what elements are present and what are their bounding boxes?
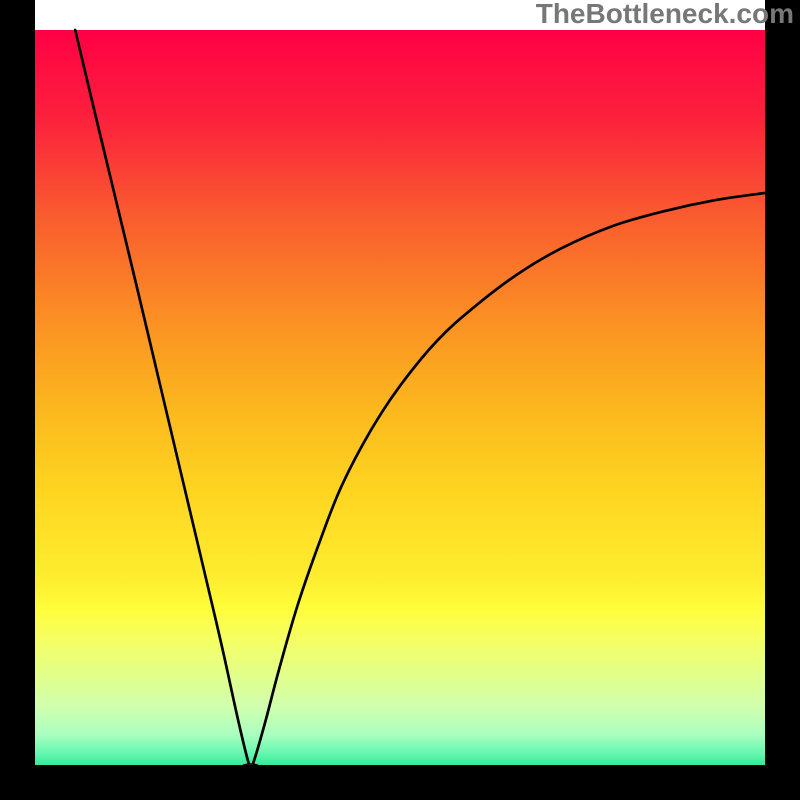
bottleneck-chart [0, 0, 800, 800]
border-right [765, 0, 800, 800]
border-left [0, 0, 35, 800]
plot-background [35, 30, 766, 770]
border-bottom [0, 765, 800, 800]
chart-frame: TheBottleneck.com [0, 0, 800, 800]
watermark-text: TheBottleneck.com [536, 0, 794, 28]
